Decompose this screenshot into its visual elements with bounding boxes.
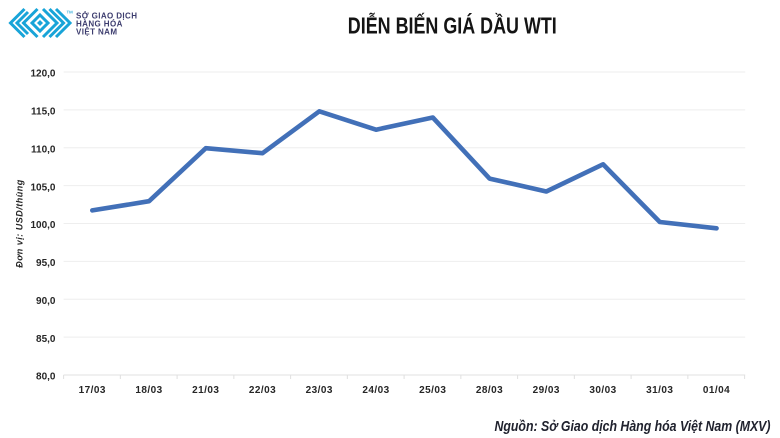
svg-text:DIỄN BIẾN GIÁ DẦU WTI: DIỄN BIẾN GIÁ DẦU WTI — [348, 11, 557, 39]
svg-text:Nguồn: Sở Giao dịch Hàng hóa V: Nguồn: Sở Giao dịch Hàng hóa Việt Nam (M… — [495, 419, 771, 435]
svg-text:VIỆT NAM: VIỆT NAM — [76, 28, 117, 37]
svg-text:100,0: 100,0 — [30, 220, 55, 231]
svg-text:17/03: 17/03 — [79, 385, 106, 396]
svg-text:HÀNG HÓA: HÀNG HÓA — [76, 20, 123, 29]
svg-text:25/03: 25/03 — [419, 385, 446, 396]
svg-text:SỞ GIAO DỊCH: SỞ GIAO DỊCH — [76, 12, 137, 21]
svg-text:110,0: 110,0 — [31, 145, 56, 156]
svg-text:80,0: 80,0 — [36, 372, 56, 383]
svg-text:105,0: 105,0 — [30, 182, 55, 193]
svg-text:90,0: 90,0 — [36, 296, 56, 307]
svg-text:95,0: 95,0 — [36, 258, 56, 269]
svg-text:28/03: 28/03 — [476, 385, 503, 396]
svg-text:21/03: 21/03 — [192, 385, 219, 396]
svg-text:115,0: 115,0 — [31, 107, 56, 118]
svg-text:31/03: 31/03 — [646, 385, 673, 396]
svg-text:18/03: 18/03 — [135, 385, 162, 396]
svg-text:01/04: 01/04 — [703, 385, 730, 396]
svg-text:120,0: 120,0 — [30, 69, 55, 80]
svg-text:23/03: 23/03 — [306, 385, 333, 396]
svg-text:™: ™ — [66, 11, 73, 18]
svg-text:29/03: 29/03 — [533, 385, 560, 396]
svg-text:85,0: 85,0 — [36, 334, 56, 345]
svg-text:Đơn vị: USD/thùng: Đơn vị: USD/thùng — [14, 179, 24, 268]
svg-text:22/03: 22/03 — [249, 385, 276, 396]
svg-text:30/03: 30/03 — [589, 385, 616, 396]
svg-text:24/03: 24/03 — [362, 385, 389, 396]
